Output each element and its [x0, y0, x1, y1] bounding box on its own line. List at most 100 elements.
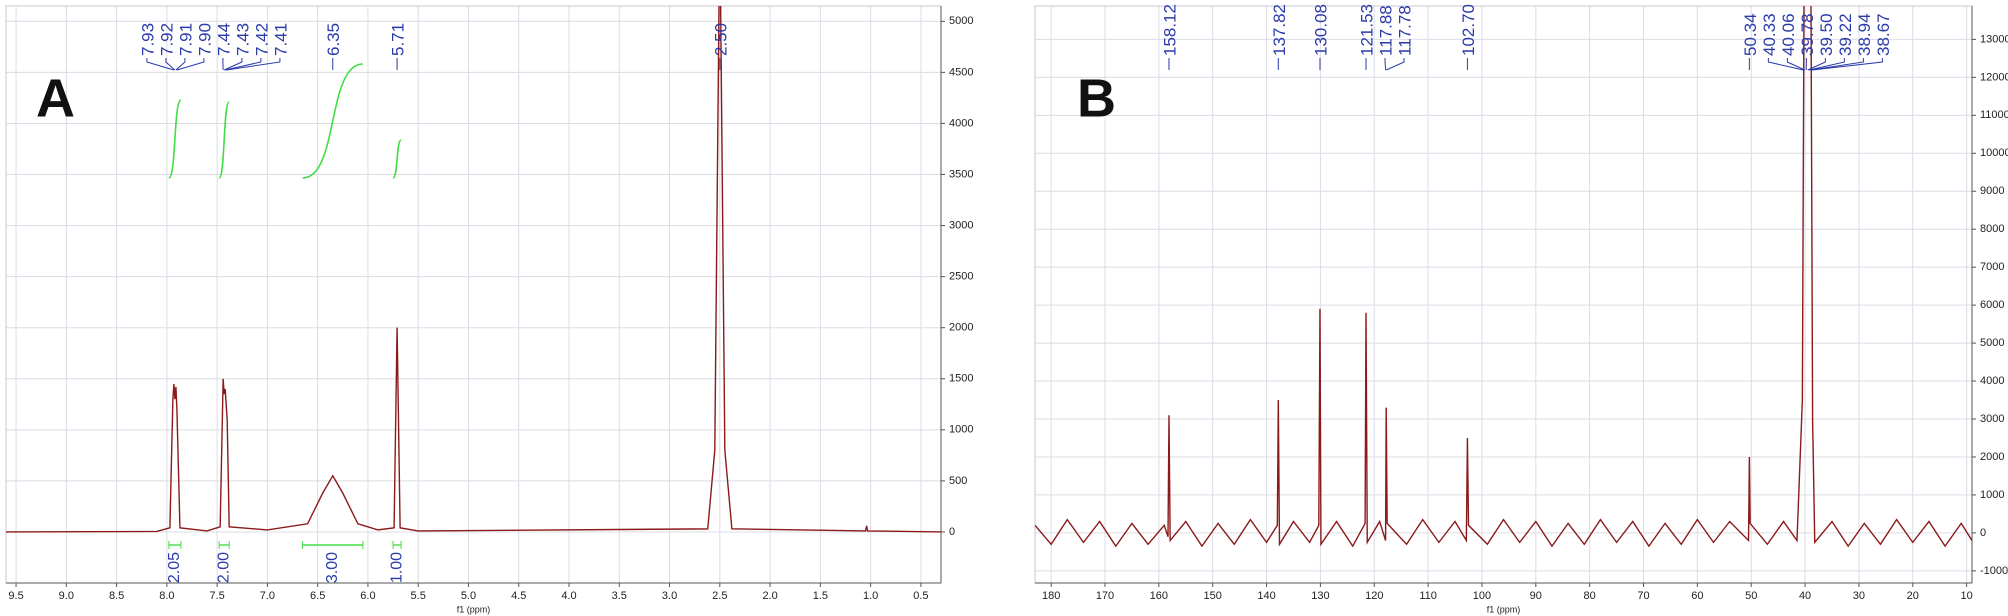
x-tick-label: 5.0: [461, 590, 476, 602]
x-tick-label: 10: [1960, 590, 1972, 602]
x-axis-label: f1 (ppm): [1487, 604, 1521, 614]
y-tick-label: 3500: [949, 168, 973, 180]
y-tick-label: 2500: [949, 271, 973, 283]
x-tick-label: 90: [1530, 590, 1542, 602]
peak-label: 117.78: [1396, 5, 1415, 56]
panel: 9.5 9.0 8.5 8.0 7.5 7.0 6.5 6.0 5.5 5.0 4.5 4.0 3.5 3…: [5, 5, 973, 614]
peak-leader: [223, 58, 243, 71]
y-tick-label: 5000: [1980, 337, 2004, 349]
peak-label: 39.22: [1836, 13, 1855, 56]
integral-curve: [392, 139, 402, 179]
x-tick-label: 0.5: [913, 590, 928, 602]
y-tick-label: 4000: [949, 117, 973, 129]
peak-leader: [1812, 58, 1883, 71]
plot-frame: [5, 5, 942, 584]
y-tick-label: 12000: [1980, 71, 2008, 83]
x-tick-label: 9.0: [59, 590, 74, 602]
y-tick-label: 10000: [1980, 147, 2008, 159]
peak-label: 39.50: [1817, 13, 1836, 56]
y-tick-label: 5000: [949, 15, 973, 27]
x-tick-label: 5.5: [411, 590, 426, 602]
x-tick-label: 100: [1473, 590, 1491, 602]
x-tick-label: 1.5: [813, 590, 828, 602]
panel-label: B: [1077, 68, 1116, 128]
peak-leader: [165, 58, 176, 71]
peak-label: 137.82: [1270, 4, 1289, 56]
spectrum-line: [6, 6, 941, 533]
x-tick-label: 20: [1907, 590, 1919, 602]
y-tick-label: 13000: [1980, 33, 2008, 45]
peak-leader: [1786, 58, 1805, 71]
peak-label: 38.94: [1855, 13, 1874, 56]
peak-label: 50.34: [1741, 13, 1760, 56]
peak-label: 39.78: [1798, 13, 1817, 56]
x-tick-label: 8.5: [109, 590, 124, 602]
x-tick-label: 160: [1150, 590, 1168, 602]
peak-label: 117.88: [1377, 5, 1396, 56]
y-tick-label: 4000: [1980, 375, 2004, 387]
x-tick-label: 7.5: [209, 590, 224, 602]
x-axis-label: f1 (ppm): [457, 604, 491, 614]
x-tick-label: 4.5: [511, 590, 526, 602]
x-tick-label: 3.0: [662, 590, 677, 602]
peak-label: 7.90: [195, 23, 214, 56]
x-tick-label: 150: [1204, 590, 1222, 602]
x-tick-label: 50: [1745, 590, 1757, 602]
y-tick-label: 7000: [1980, 261, 2004, 273]
plot-frame: [1034, 5, 1973, 584]
x-tick-label: 130: [1311, 590, 1329, 602]
peak-leader: [175, 58, 186, 71]
peak-label: 7.91: [176, 23, 195, 56]
peak-label: 130.08: [1311, 4, 1330, 56]
x-tick-label: 9.5: [8, 590, 23, 602]
peak-label: 7.93: [138, 23, 157, 56]
x-tick-label: 70: [1637, 590, 1649, 602]
peak-label: 7.43: [233, 23, 252, 56]
x-tick-label: 120: [1365, 590, 1383, 602]
x-tick-label: 170: [1096, 590, 1114, 602]
integral-curve: [168, 99, 182, 179]
peak-leader: [1810, 58, 1864, 71]
peak-label: 7.92: [157, 23, 176, 56]
x-tick-label: 1.0: [863, 590, 878, 602]
x-tick-label: 30: [1853, 590, 1865, 602]
x-tick-label: 110: [1419, 590, 1437, 602]
peak-leader: [176, 58, 205, 71]
peak-leader: [1386, 58, 1405, 71]
y-tick-label: 3000: [1980, 413, 2004, 425]
x-tick-label: 2.0: [762, 590, 777, 602]
peak-label: 40.33: [1760, 13, 1779, 56]
y-tick-label: 11000: [1980, 109, 2008, 121]
integral-label: 1.00: [388, 552, 405, 583]
integral-label: 2.05: [166, 552, 183, 583]
y-tick-label: 500: [949, 475, 967, 487]
peak-label: 7.41: [271, 23, 290, 56]
peak-leader: [1384, 58, 1387, 71]
peak-label: 158.12: [1160, 4, 1179, 56]
peak-label: 5.71: [389, 23, 408, 56]
y-tick-label: 6000: [1980, 299, 2004, 311]
x-tick-label: 8.0: [159, 590, 174, 602]
y-tick-label: 8000: [1980, 223, 2004, 235]
y-tick-label: -1000: [1980, 565, 2008, 577]
peak-leader: [1809, 58, 1845, 71]
y-tick-label: 3000: [949, 219, 973, 231]
peak-label: 6.35: [324, 23, 343, 56]
peak-label: 7.42: [252, 23, 271, 56]
y-tick-label: 2000: [1980, 451, 2004, 463]
integral-label: 3.00: [324, 552, 341, 583]
x-tick-label: 40: [1799, 590, 1811, 602]
y-tick-label: 0: [1980, 527, 1986, 539]
y-tick-label: 1500: [949, 373, 973, 385]
x-tick-label: 4.0: [561, 590, 576, 602]
peak-leader: [1767, 58, 1804, 71]
x-tick-label: 6.5: [310, 590, 325, 602]
panel: 180 170 160 150 140 130 120 110 100 90 80 70 60 50 40 3…: [1034, 4, 2008, 614]
y-tick-label: 1000: [949, 424, 973, 436]
panel-label: A: [36, 68, 75, 128]
y-tick-label: 9000: [1980, 185, 2004, 197]
peak-label: 102.70: [1459, 4, 1478, 56]
integral-curve: [302, 63, 363, 179]
x-tick-label: 180: [1042, 590, 1060, 602]
